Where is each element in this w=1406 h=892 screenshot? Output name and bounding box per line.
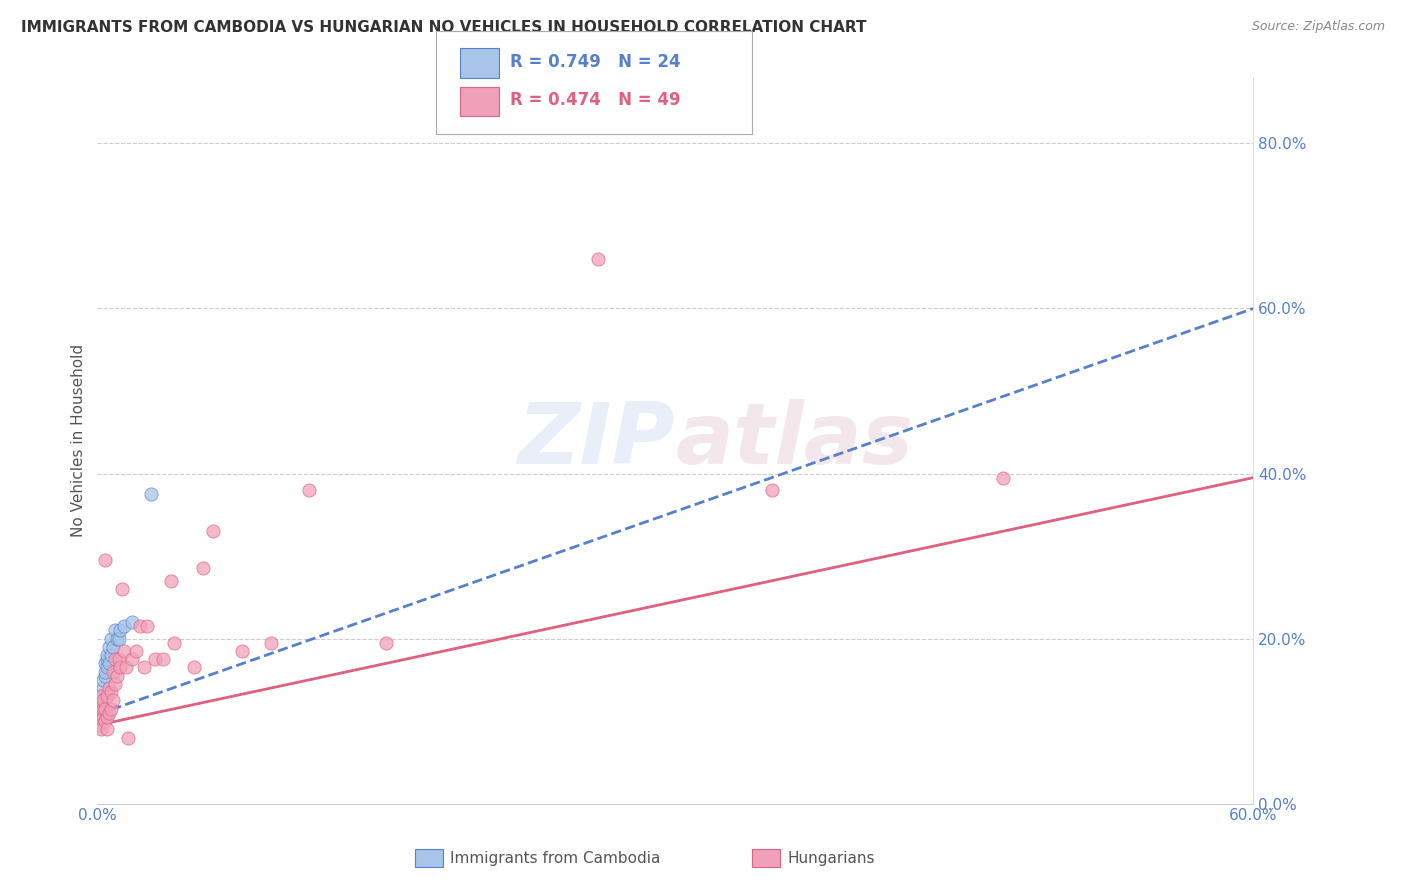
Point [107,652,129,666]
Point [89,702,111,716]
Point [90,698,112,712]
Point [128,619,150,633]
Point [100,648,122,662]
Point [96,710,118,724]
Point [90,723,112,737]
Point [94,657,117,671]
Point [115,660,138,674]
Text: Immigrants from Cambodia: Immigrants from Cambodia [450,851,661,865]
Point [97,640,120,654]
Point [94,714,117,728]
Point [107,632,129,646]
Point [97,706,120,720]
Point [89,710,111,724]
Point [121,615,143,629]
Point [96,660,118,674]
Point [101,665,124,679]
Point [90,698,112,712]
Point [94,665,117,679]
Point [91,702,114,716]
Point [94,669,117,683]
Point [117,731,139,745]
Text: IMMIGRANTS FROM CAMBODIA VS HUNGARIAN NO VEHICLES IN HOUSEHOLD CORRELATION CHART: IMMIGRANTS FROM CAMBODIA VS HUNGARIAN NO… [21,20,866,35]
Text: Hungarians: Hungarians [787,851,875,865]
Point [136,619,159,633]
Point [97,681,120,695]
Text: R = 0.749   N = 24: R = 0.749 N = 24 [510,53,681,70]
Point [193,561,215,575]
Point [588,252,610,266]
Point [375,636,398,650]
Point [143,652,166,666]
Point [90,690,112,704]
Point [141,487,163,501]
Point [96,652,118,666]
Point [991,470,1014,484]
Point [112,644,135,658]
Point [89,718,111,732]
Point [105,632,128,646]
Point [105,669,128,683]
Point [231,644,253,658]
Point [101,693,124,707]
Point [298,483,321,497]
Point [111,582,134,596]
Point [91,673,114,687]
Point [183,660,205,674]
Text: R = 0.474   N = 49: R = 0.474 N = 49 [510,91,681,109]
Point [110,624,132,638]
Point [104,652,127,666]
Point [90,690,112,704]
Point [104,677,127,691]
Point [201,524,224,539]
Point [112,619,135,633]
Point [100,702,122,716]
Text: ZIP: ZIP [517,399,675,482]
Point [96,690,118,704]
Point [110,660,132,674]
Point [100,685,122,699]
Point [89,710,111,724]
Point [101,640,124,654]
Point [163,636,186,650]
Point [104,624,127,638]
Point [96,648,118,662]
Y-axis label: No Vehicles in Household: No Vehicles in Household [72,344,86,537]
Point [100,632,122,646]
Point [91,710,114,724]
Point [152,652,174,666]
Point [91,693,114,707]
Point [132,660,155,674]
Point [96,723,118,737]
Text: Source: ZipAtlas.com: Source: ZipAtlas.com [1251,20,1385,33]
Point [260,636,283,650]
Point [94,702,117,716]
Point [121,652,143,666]
Point [761,483,783,497]
Point [94,553,117,567]
Point [91,681,114,695]
Point [159,574,181,588]
Point [97,657,120,671]
Point [89,702,111,716]
Text: atlas: atlas [675,399,914,482]
Point [125,644,148,658]
